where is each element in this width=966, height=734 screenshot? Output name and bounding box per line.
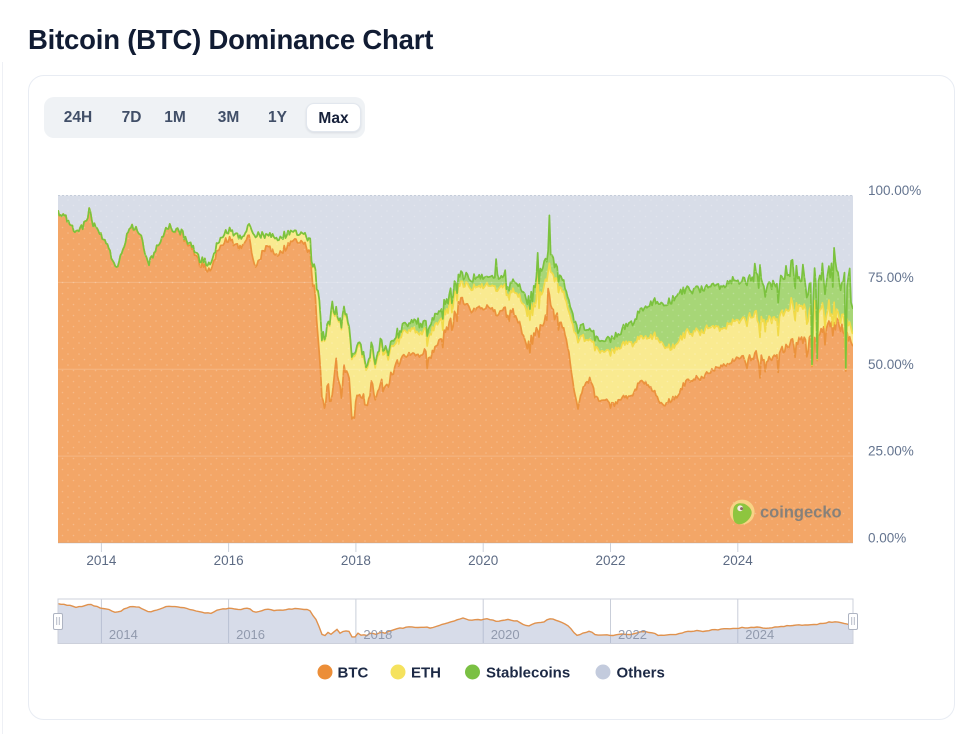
svg-text:2014: 2014 (86, 553, 117, 568)
svg-text:coingecko: coingecko (760, 504, 842, 522)
svg-text:ETH: ETH (411, 665, 441, 682)
svg-text:2024: 2024 (745, 627, 774, 642)
svg-text:0.00%: 0.00% (868, 531, 906, 546)
svg-text:2018: 2018 (363, 627, 392, 642)
svg-text:75.00%: 75.00% (868, 270, 914, 285)
svg-text:Stablecoins: Stablecoins (486, 665, 570, 682)
svg-text:Others: Others (617, 665, 665, 682)
svg-text:2020: 2020 (468, 553, 498, 568)
svg-text:100.00%: 100.00% (868, 183, 921, 198)
svg-text:2022: 2022 (595, 553, 625, 568)
svg-text:BTC: BTC (338, 665, 369, 682)
svg-text:25.00%: 25.00% (868, 444, 914, 459)
svg-text:2020: 2020 (491, 627, 520, 642)
svg-text:50.00%: 50.00% (868, 357, 914, 372)
svg-text:2024: 2024 (723, 553, 754, 568)
svg-text:2016: 2016 (214, 553, 244, 568)
svg-text:2022: 2022 (618, 627, 647, 642)
svg-text:2014: 2014 (109, 627, 138, 642)
svg-text:2016: 2016 (236, 627, 265, 642)
svg-text:2018: 2018 (341, 553, 371, 568)
